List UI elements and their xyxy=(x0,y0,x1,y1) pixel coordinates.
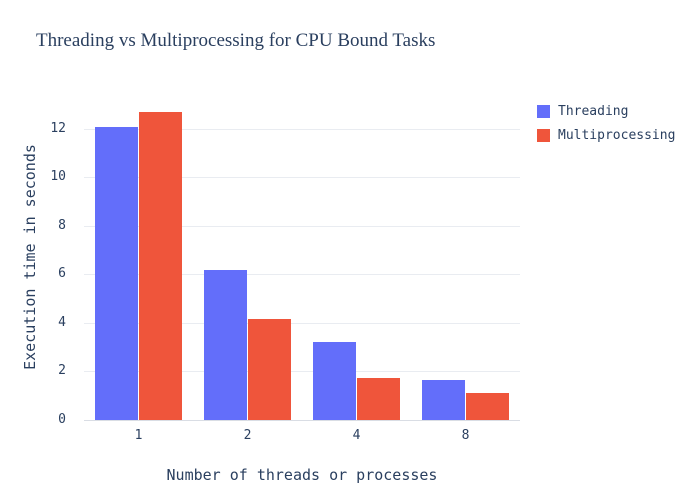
y-axis-ticks: 0 2 4 6 8 10 12 xyxy=(0,95,76,427)
y-tick-label: 6 xyxy=(58,266,66,282)
bar-threading-1 xyxy=(94,126,139,420)
chart-title: Threading vs Multiprocessing for CPU Bou… xyxy=(36,30,436,51)
legend-item-threading[interactable]: Threading xyxy=(537,104,675,119)
gridline xyxy=(84,322,520,324)
x-tick-label: 4 xyxy=(352,428,361,443)
y-tick-label: 12 xyxy=(50,120,66,136)
gridline xyxy=(84,177,520,179)
x-axis-ticks: 1 2 4 8 xyxy=(84,428,520,448)
bar-threading-8 xyxy=(421,379,466,420)
bar-multiprocessing-1 xyxy=(138,111,183,420)
bar-multiprocessing-8 xyxy=(465,393,510,420)
x-axis-title: Number of threads or processes xyxy=(166,466,438,484)
bar-multiprocessing-2 xyxy=(247,319,292,420)
bar-multiprocessing-4 xyxy=(356,377,401,420)
y-tick-label: 2 xyxy=(58,363,66,379)
legend-swatch xyxy=(537,105,550,118)
gridline xyxy=(84,371,520,373)
legend-item-multiprocessing[interactable]: Multiprocessing xyxy=(537,128,675,143)
y-tick-label: 10 xyxy=(50,169,66,185)
legend-swatch xyxy=(537,129,550,142)
gridline xyxy=(84,225,520,227)
y-tick-label: 8 xyxy=(58,217,66,233)
bar-threading-4 xyxy=(312,342,357,420)
x-tick-label: 2 xyxy=(243,428,252,443)
x-tick-label: 8 xyxy=(461,428,470,443)
plot-area xyxy=(84,95,520,421)
legend: Threading Multiprocessing xyxy=(537,104,675,152)
bar-threading-2 xyxy=(203,269,248,420)
legend-label: Threading xyxy=(558,104,629,119)
legend-label: Multiprocessing xyxy=(558,128,676,143)
gridline xyxy=(84,128,520,130)
x-tick-label: 1 xyxy=(134,428,143,443)
gridline xyxy=(84,274,520,276)
y-tick-label: 4 xyxy=(58,314,66,330)
y-tick-label: 0 xyxy=(58,412,66,427)
